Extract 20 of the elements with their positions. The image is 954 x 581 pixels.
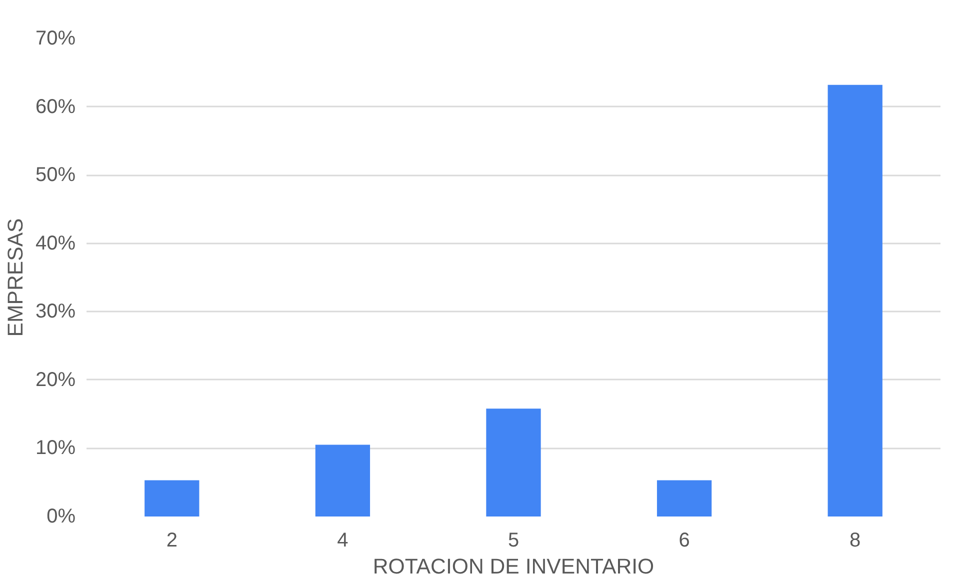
x-tick-label: 8	[850, 530, 861, 552]
y-tick-label: 70%	[35, 28, 76, 50]
y-tick-label: 0%	[46, 506, 76, 528]
bar	[486, 408, 541, 516]
y-tick-label: 20%	[35, 368, 76, 391]
bar	[828, 84, 882, 516]
y-axis-title: EMPRESAS	[3, 218, 28, 337]
y-tick-label: 30%	[35, 300, 76, 323]
x-tick-label: 6	[678, 530, 690, 552]
x-tick-label: 2	[166, 530, 178, 552]
bar	[144, 480, 200, 516]
bar	[656, 480, 712, 516]
x-tick-label: 4	[337, 530, 348, 552]
bar	[315, 444, 370, 516]
y-tick-label: 50%	[35, 164, 76, 186]
x-axis-title: ROTACION DE INVENTARIO	[372, 554, 654, 578]
y-tick-label: 10%	[35, 437, 76, 460]
x-tick-label: 5	[508, 530, 520, 552]
y-tick-label: 40%	[35, 232, 76, 254]
y-tick-label: 60%	[35, 96, 76, 118]
